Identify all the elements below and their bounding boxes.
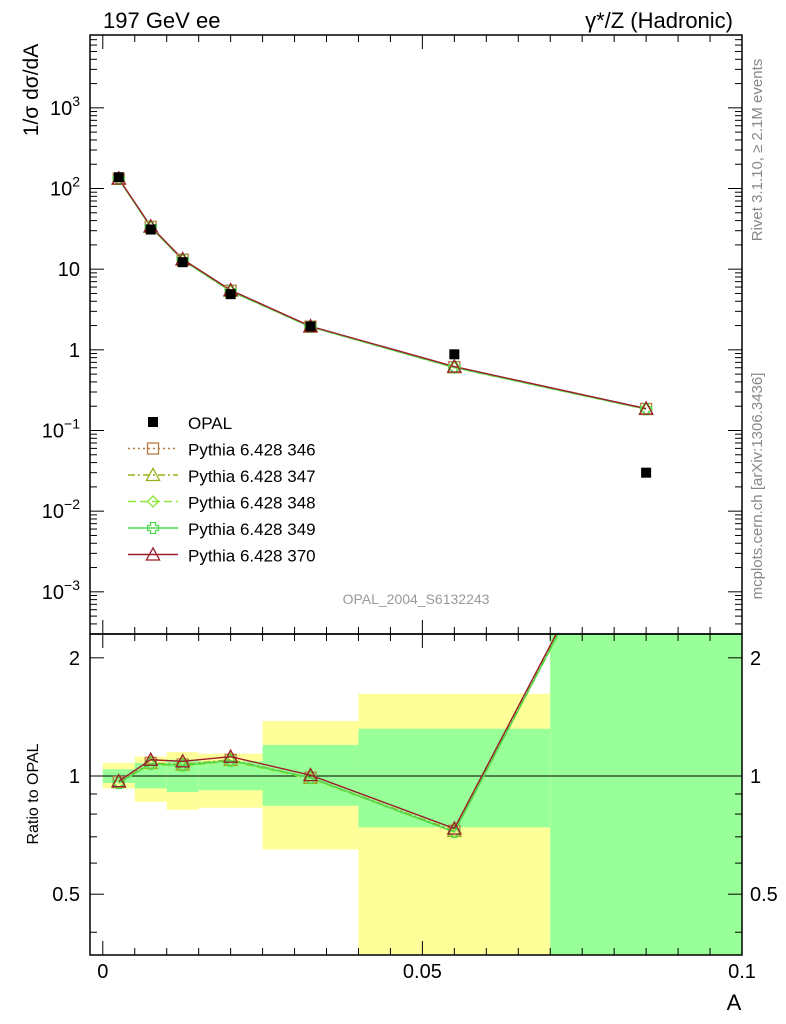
main-y-tick-label: 1 — [69, 340, 80, 362]
ratio-point-s370 — [143, 751, 159, 766]
ratio-panel-marks — [111, 456, 653, 839]
legend-marker-s348 — [146, 495, 160, 508]
data-point-opal — [305, 321, 316, 332]
ratio-point-s349 — [304, 771, 317, 784]
series-point-s370 — [638, 400, 654, 415]
data-point-opal — [225, 289, 236, 300]
ratio-y-axis-label: Ratio to OPAL — [25, 743, 42, 844]
data-point-opal — [145, 224, 156, 235]
series-line-s346 — [118, 178, 647, 410]
main-y-tick-label: 10−2 — [42, 496, 80, 523]
series-line-s370 — [118, 178, 647, 410]
header-right-title: γ*/Z (Hadronic) — [585, 8, 733, 33]
legend-label-s346: Pythia 6.428 346 — [188, 441, 316, 460]
series-line-s347 — [118, 178, 647, 410]
main-y-tick-label: 10 — [58, 259, 80, 281]
x-tick-label: 0.05 — [403, 961, 442, 983]
band-inner-5 — [358, 728, 551, 828]
x-axis-label: A — [727, 990, 742, 1015]
legend-label-s348: Pythia 6.428 348 — [188, 494, 316, 513]
data-point-opal — [113, 172, 124, 183]
legend-label-s349: Pythia 6.428 349 — [188, 520, 316, 539]
legend-label-opal: OPAL — [188, 414, 232, 433]
ratio-frame — [89, 633, 743, 956]
ratio-point-s370 — [446, 820, 463, 835]
legend-marker-s347 — [145, 467, 161, 482]
ratio-point-s370 — [302, 767, 319, 782]
rivet-version-label: Rivet 3.1.10, ≥ 2.1M events — [749, 59, 766, 242]
main-y-tick-label: 102 — [50, 174, 80, 201]
main-panel-marks — [111, 170, 654, 478]
ratio-y-tick-label: 1 — [69, 766, 80, 788]
legend-marker-opal — [148, 417, 158, 427]
main-y-axis-label: 1/σ dσ/dA — [20, 44, 43, 136]
x-tick-label: 0 — [97, 961, 108, 983]
axes-frame: 10−3 10−2 10−1 1 10 102 103 0 0.05 0.1 0.5 0.5 1 1 2 2 — [42, 34, 778, 983]
ratio-point-s370 — [174, 753, 191, 768]
ratio-point-s349 — [144, 757, 157, 770]
ratio-point-s348 — [224, 754, 238, 768]
ratio-point-s370 — [640, 456, 653, 468]
ratio-y-tick-label-right: 2 — [750, 648, 761, 670]
main-frame — [89, 34, 743, 635]
band-inner-6 — [550, 634, 742, 955]
x-tick-label: 0.1 — [728, 961, 756, 983]
ratio-point-s349 — [448, 825, 461, 839]
ratio-point-s349 — [224, 754, 237, 767]
legend-marker-s349 — [146, 521, 160, 535]
ratio-y-tick-label-right: 0.5 — [750, 884, 778, 906]
series-line-s349 — [118, 178, 647, 410]
ratio-line-s370 — [118, 634, 557, 830]
mcplots-label: mcplots.cern.ch [arXiv:1306.3436] — [749, 373, 766, 600]
analysis-label: OPAL_2004_S6132243 — [343, 591, 490, 607]
ratio-point-s349 — [176, 759, 189, 772]
main-y-tick-label: 103 — [50, 93, 80, 120]
ratio-point-s370 — [111, 773, 127, 788]
data-point-opal — [449, 349, 460, 360]
legend-marker-s370 — [145, 546, 161, 561]
data-point-opal — [177, 257, 188, 268]
series-line-s348 — [118, 178, 647, 411]
ratio-y-tick-label: 2 — [69, 648, 80, 670]
legend-label-s347: Pythia 6.428 347 — [188, 467, 316, 486]
main-y-tick-label: 10−1 — [42, 415, 80, 442]
legend-marker-s346 — [146, 442, 160, 455]
data-point-opal — [641, 467, 652, 478]
ratio-y-tick-label: 0.5 — [52, 884, 80, 906]
header-left-title: 197 GeV ee — [103, 8, 220, 33]
main-y-tick-label: 10−3 — [42, 577, 80, 604]
ratio-y-tick-label-right: 1 — [750, 766, 761, 788]
legend: OPAL Pythia 6.428 346 Pythia 6.428 347 Pyth… — [128, 414, 316, 566]
ratio-point-s370 — [222, 748, 239, 763]
ratio-uncertainty-bands — [90, 634, 742, 955]
series-point-s370 — [446, 358, 463, 373]
ratio-line-s349 — [118, 634, 559, 833]
legend-label-s370: Pythia 6.428 370 — [188, 547, 316, 566]
